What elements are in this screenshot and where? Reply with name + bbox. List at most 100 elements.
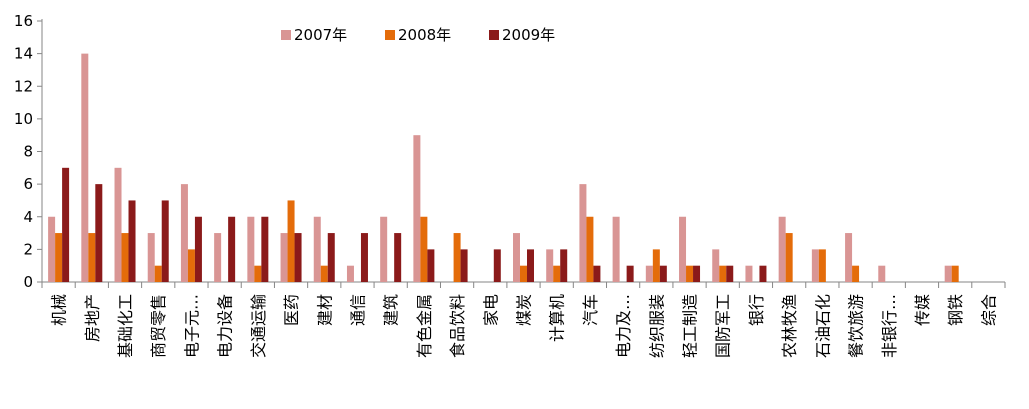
bar-2008年-餐饮旅游 <box>852 265 860 282</box>
bar-2009年-银行 <box>759 265 767 282</box>
bar-2009年-汽车 <box>593 265 601 282</box>
y-tick-label: 16 <box>14 12 33 30</box>
x-tick-label: 传媒 <box>913 294 932 326</box>
bar-2009年-计算机 <box>560 249 568 282</box>
bar-2007年-交通运输 <box>247 216 255 282</box>
x-tick-label: 医药 <box>282 294 301 326</box>
bar-2009年-基础化工 <box>128 200 136 282</box>
bar-2008年-煤炭 <box>520 265 527 282</box>
bar-2007年-机械 <box>48 216 56 282</box>
bar-2007年-房地产 <box>81 53 89 282</box>
x-tick-label: 纺织服装 <box>647 294 666 358</box>
x-tick-label: 农林牧渔 <box>780 294 799 358</box>
bar-2009年-建材 <box>327 233 335 282</box>
x-tick-label: 国防军工 <box>714 294 733 358</box>
x-tick-label: 家电 <box>481 294 500 326</box>
bar-2009年-电力及… <box>626 265 634 282</box>
x-tick-label: 有色金属 <box>415 294 434 358</box>
bar-2008年-食品饮料 <box>453 233 461 282</box>
bar-2007年-轻工制造 <box>679 216 687 282</box>
x-tick-label: 计算机 <box>548 294 567 342</box>
bar-2009年-电力设备 <box>228 216 236 282</box>
bar-2008年-建材 <box>320 265 328 282</box>
x-tick-label: 餐饮旅游 <box>847 294 866 358</box>
x-tick-label: 钢铁 <box>946 294 965 326</box>
bar-2007年-电子元… <box>180 184 188 282</box>
bar-2007年-电力设备 <box>214 233 222 282</box>
y-tick-label: 2 <box>23 240 33 258</box>
bar-2008年-汽车 <box>586 216 594 282</box>
bar-2008年-钢铁 <box>951 265 959 282</box>
legend-label-2007年: 2007年 <box>294 26 347 44</box>
bar-2007年-通信 <box>346 265 354 282</box>
legend-label-2009年: 2009年 <box>502 26 555 44</box>
y-tick-label: 6 <box>23 175 33 193</box>
bar-2007年-汽车 <box>579 184 587 282</box>
bar-2008年-有色金属 <box>420 216 428 282</box>
x-tick-label: 电力及… <box>614 294 633 358</box>
bar-2007年-银行 <box>745 265 753 282</box>
bar-2007年-石油石化 <box>811 249 819 282</box>
bar-2009年-机械 <box>62 167 70 282</box>
bar-2008年-房地产 <box>88 233 96 282</box>
x-tick-label: 石油石化 <box>813 294 832 358</box>
bar-2008年-基础化工 <box>121 233 129 282</box>
bar-2007年-国防军工 <box>712 249 720 282</box>
bar-2008年-石油石化 <box>818 249 826 282</box>
y-tick-label: 12 <box>14 77 33 95</box>
bar-2007年-医药 <box>280 233 288 282</box>
y-tick-label: 8 <box>23 143 33 161</box>
bar-2008年-商贸零售 <box>154 265 162 282</box>
bar-2009年-建筑 <box>394 233 402 282</box>
x-tick-label: 基础化工 <box>116 294 135 358</box>
bar-2009年-通信 <box>360 233 368 282</box>
y-tick-label: 0 <box>23 273 33 291</box>
bar-2009年-国防军工 <box>726 265 734 282</box>
bar-2008年-电子元… <box>187 249 195 282</box>
bar-2008年-农林牧渔 <box>785 233 793 282</box>
bar-2008年-轻工制造 <box>686 265 694 282</box>
bar-2009年-纺织服装 <box>659 265 667 282</box>
legend-swatch-2007年 <box>281 30 291 40</box>
x-tick-label: 煤炭 <box>515 294 534 326</box>
legend-swatch-2008年 <box>385 30 395 40</box>
x-tick-label: 银行 <box>747 294 766 326</box>
bar-2007年-建材 <box>313 216 321 282</box>
bar-2007年-计算机 <box>546 249 554 282</box>
y-tick-label: 10 <box>14 110 33 128</box>
x-tick-label: 建材 <box>315 294 334 326</box>
legend-swatch-2009年 <box>489 30 499 40</box>
x-tick-label: 机械 <box>50 294 69 326</box>
bar-2009年-房地产 <box>95 184 103 282</box>
bar-2009年-轻工制造 <box>693 265 701 282</box>
x-tick-label: 通信 <box>348 294 367 326</box>
x-tick-label: 商贸零售 <box>149 294 168 358</box>
x-tick-label: 轻工制造 <box>681 294 700 358</box>
bar-2007年-基础化工 <box>114 167 122 282</box>
bar-2008年-机械 <box>55 233 63 282</box>
x-tick-label: 非银行… <box>880 294 899 358</box>
bar-2009年-商贸零售 <box>161 200 169 282</box>
y-tick-label: 14 <box>14 45 33 63</box>
bar-2008年-医药 <box>287 200 295 282</box>
x-tick-label: 房地产 <box>83 294 102 342</box>
bar-2009年-家电 <box>493 249 501 282</box>
bar-2007年-餐饮旅游 <box>845 233 853 282</box>
bar-2009年-交通运输 <box>261 216 269 282</box>
bar-2007年-农林牧渔 <box>778 216 786 282</box>
x-tick-label: 汽车 <box>581 294 600 326</box>
bar-2007年-煤炭 <box>513 233 520 282</box>
x-tick-label: 建筑 <box>382 294 401 326</box>
bar-2009年-有色金属 <box>427 249 435 282</box>
bar-2007年-电力及… <box>612 216 620 282</box>
bar-2007年-非银行… <box>878 265 886 282</box>
bar-2007年-纺织服装 <box>645 265 653 282</box>
bar-2008年-交通运输 <box>254 265 262 282</box>
bar-2009年-电子元… <box>194 216 202 282</box>
x-tick-label: 综合 <box>979 294 998 326</box>
x-tick-label: 电子元… <box>182 294 201 358</box>
bar-2009年-医药 <box>294 233 302 282</box>
bar-2008年-国防军工 <box>719 265 727 282</box>
